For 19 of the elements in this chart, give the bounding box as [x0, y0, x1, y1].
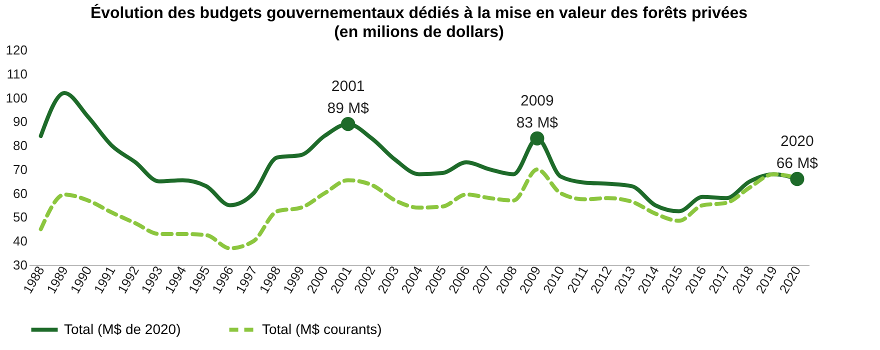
- chart-subtitle: (en milions de dollars): [334, 24, 504, 41]
- y-tick-label: 110: [6, 66, 28, 82]
- chart-title: Évolution des budgets gouvernementaux dédiés à la mise en valeur des forêts privées: [90, 3, 748, 22]
- y-tick-label: 60: [13, 186, 28, 201]
- y-tick-label: 120: [6, 42, 28, 58]
- point: [790, 172, 804, 186]
- y-tick-label: 50: [13, 210, 28, 225]
- y-tick-label: 80: [13, 138, 28, 154]
- y-tick-label: 40: [13, 234, 28, 249]
- legend-label: Total (M$ de 2020): [64, 320, 181, 337]
- y-tick-label: 70: [13, 162, 28, 177]
- point: [530, 131, 544, 146]
- y-tick-label: 100: [6, 90, 28, 106]
- legend-label: Total (M$ courants): [262, 320, 382, 337]
- annotation: 2001 89 M$: [327, 78, 370, 118]
- y-tick-label: 90: [13, 114, 28, 130]
- annotation: 2020 66 M$: [776, 133, 819, 172]
- point: [341, 117, 356, 132]
- annotation: 2009 83 M$: [516, 92, 559, 132]
